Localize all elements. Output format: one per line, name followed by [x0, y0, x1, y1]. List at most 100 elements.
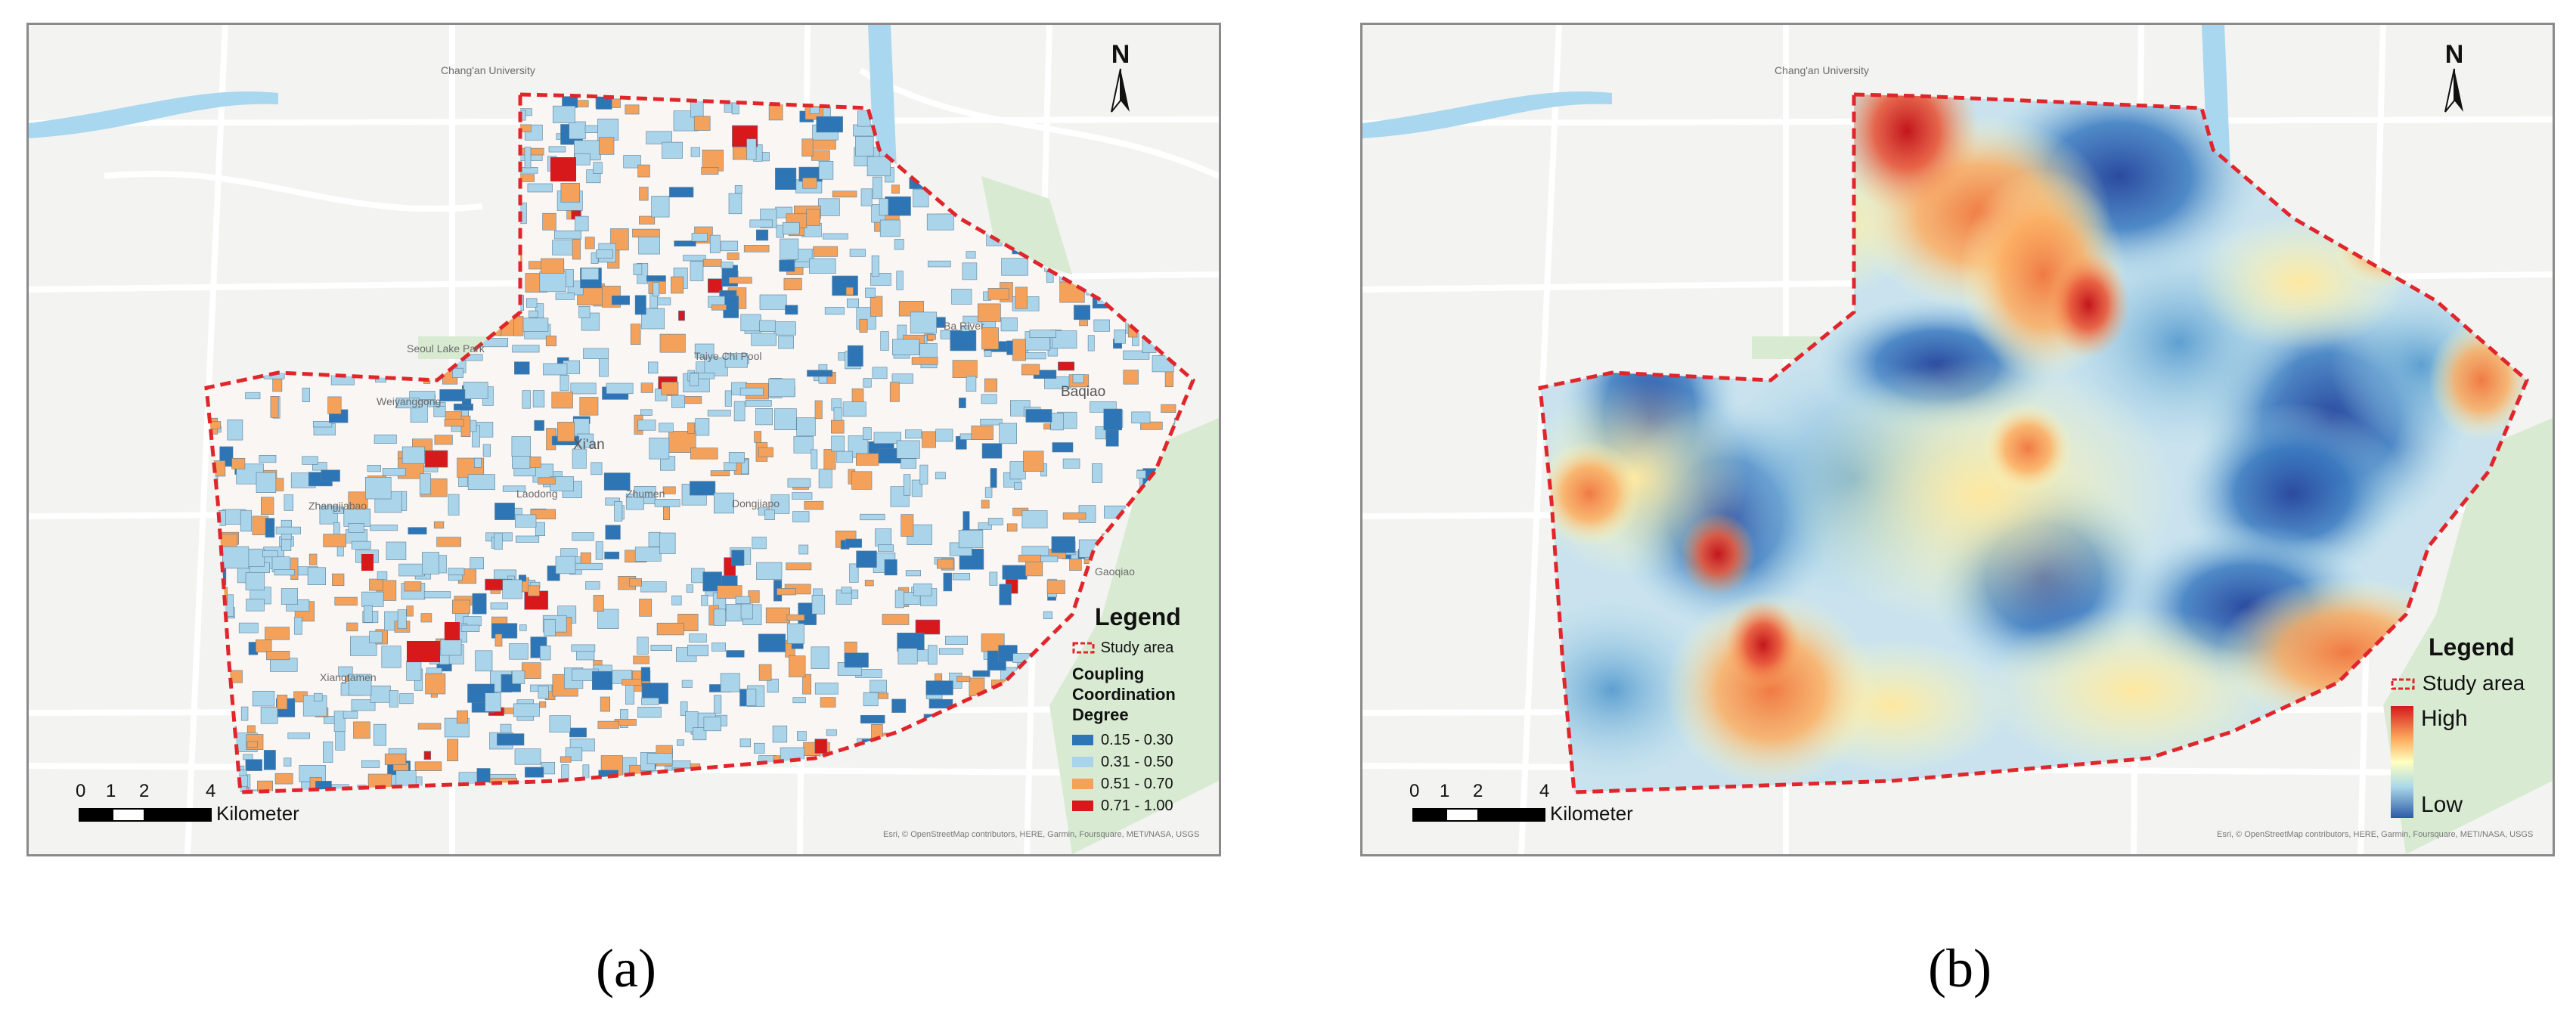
parcel [871, 256, 879, 277]
parcel [935, 472, 946, 479]
parcel [926, 213, 954, 231]
parcel [649, 437, 670, 460]
parcel [734, 185, 742, 194]
parcel [659, 423, 674, 432]
parcel [777, 588, 796, 596]
parcel [1006, 523, 1018, 532]
parcel [860, 188, 873, 206]
parcel [778, 336, 794, 349]
parcel [820, 697, 836, 708]
parcel [637, 706, 662, 718]
parcel [689, 633, 707, 643]
parcel [801, 138, 814, 157]
parcel [1014, 482, 1022, 490]
parcel [746, 689, 757, 706]
parcel [859, 318, 868, 333]
parcel [751, 333, 777, 346]
parcel [656, 622, 684, 636]
parcel [966, 376, 977, 392]
parcel [263, 750, 276, 770]
parcel [374, 723, 386, 746]
parcel [855, 136, 874, 156]
parcel [690, 448, 718, 460]
parcel [758, 664, 772, 681]
parcel [1018, 554, 1041, 562]
place-label: Zhangjiabao [308, 500, 367, 512]
parcel [678, 310, 685, 321]
parcel [1029, 330, 1057, 339]
parcel [724, 462, 737, 471]
parcel [691, 568, 705, 584]
parcel [703, 717, 721, 732]
parcel [240, 509, 253, 532]
parcel [864, 580, 874, 587]
parcel [978, 522, 992, 530]
parcel [935, 429, 953, 442]
parcel [889, 382, 900, 402]
parcel [882, 614, 910, 625]
parcel [482, 444, 491, 457]
parcel [583, 348, 609, 359]
parcel [746, 138, 757, 160]
parcel [963, 511, 970, 531]
parcel [457, 710, 468, 724]
parcel [514, 361, 530, 375]
parcel [538, 686, 549, 699]
parcel [260, 706, 278, 724]
parcel [274, 568, 295, 576]
parcel [1123, 350, 1150, 360]
parcel [640, 581, 667, 593]
parcel [321, 469, 340, 482]
parcel [334, 596, 358, 605]
parcel [312, 421, 333, 428]
parcel-high [407, 641, 440, 662]
parcel [945, 635, 968, 645]
parcel [274, 773, 293, 785]
parcel [640, 382, 653, 393]
parcel [614, 501, 623, 522]
parcel [1052, 442, 1074, 453]
parcel [952, 573, 970, 581]
parcel [629, 578, 643, 587]
parcel [845, 286, 854, 296]
parcel [780, 238, 799, 260]
parcel [419, 473, 431, 495]
parcel [765, 607, 791, 624]
parcel [307, 567, 327, 585]
parcel [640, 667, 650, 682]
parcel [640, 409, 653, 416]
parcel [637, 636, 649, 655]
parcel [687, 644, 708, 657]
parcel [518, 574, 526, 582]
parcel [681, 680, 693, 688]
north-arrow-icon: N [2436, 40, 2472, 116]
parcel [844, 652, 869, 668]
parcel [1114, 329, 1126, 344]
parcel [759, 294, 787, 310]
parcel [275, 526, 301, 534]
parcel [786, 623, 804, 644]
parcel [611, 295, 630, 305]
parcel [351, 540, 371, 550]
parcel [423, 591, 451, 599]
parcel [381, 646, 401, 668]
parcel [605, 525, 621, 540]
parcel [913, 189, 929, 208]
parcel [894, 238, 904, 250]
parcel [302, 456, 318, 465]
parcel [901, 458, 916, 469]
parcel [555, 556, 576, 574]
parcel [512, 670, 525, 684]
parcel [726, 650, 745, 658]
parcel [811, 646, 830, 669]
parcel [833, 407, 842, 421]
parcel [687, 422, 696, 434]
parcel [938, 648, 964, 655]
parcel [1002, 565, 1028, 580]
parcel [433, 406, 446, 417]
heat-blob [1725, 599, 1801, 690]
parcel [572, 239, 581, 260]
parcel [256, 472, 277, 493]
parcel [669, 187, 694, 198]
parcel [591, 670, 613, 690]
